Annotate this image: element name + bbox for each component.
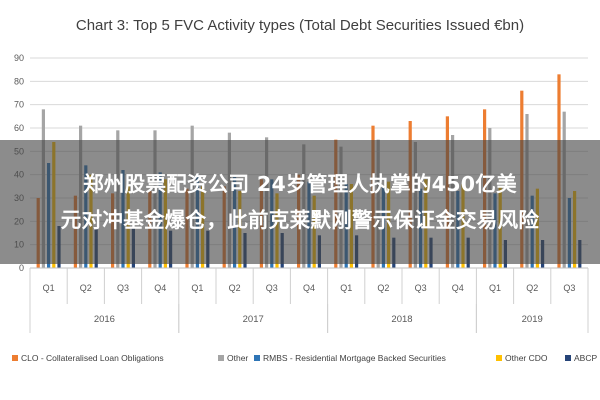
chart-title: Chart 3: Top 5 FVC Activity types (Total… (76, 17, 524, 34)
legend-swatch (218, 355, 224, 361)
headline-line-2: 元对冲基金爆仓，此前克莱默刚警示保证金交易风险 (60, 208, 540, 232)
x-tick-label: Q1 (43, 283, 55, 293)
x-tick-label: Q4 (154, 283, 166, 293)
y-tick-label: 80 (14, 76, 24, 86)
x-tick-label: Q2 (229, 283, 241, 293)
year-label: 2017 (243, 314, 264, 325)
x-axis: Q1 Q2 Q3 Q4 Q1 Q2 Q3 Q4 Q1 Q2 Q3 Q4 Q1 Q2 Q3 2016 2017 20… (29, 267, 589, 333)
x-tick-label: Q4 (452, 283, 464, 293)
legend-swatch (12, 355, 18, 361)
y-tick-label: 70 (14, 100, 24, 110)
year-label: 2019 (522, 314, 543, 325)
x-tick-label: Q2 (80, 283, 92, 293)
x-tick-label: Q3 (266, 283, 278, 293)
legend-label: ABCP (574, 353, 597, 363)
legend: CLO - Collateralised Loan Obligations Oth… (12, 353, 597, 363)
y-tick-label: 60 (14, 123, 24, 133)
legend-label: Other (227, 353, 248, 363)
x-tick-label: Q1 (340, 283, 352, 293)
legend-label: Other CDO (505, 353, 548, 363)
x-tick-label: Q4 (303, 283, 315, 293)
year-label: 2018 (391, 314, 412, 325)
x-tick-label: Q2 (526, 283, 538, 293)
y-tick-label: 0 (19, 263, 24, 273)
x-tick-label: Q2 (377, 283, 389, 293)
year-label: 2016 (94, 314, 115, 325)
y-tick-label: 90 (14, 53, 24, 63)
x-tick-label: Q3 (415, 283, 427, 293)
legend-swatch (565, 355, 571, 361)
x-tick-label: Q3 (563, 283, 575, 293)
legend-swatch (496, 355, 502, 361)
legend-swatch (254, 355, 260, 361)
x-tick-label: Q1 (489, 283, 501, 293)
x-tick-label: Q3 (117, 283, 129, 293)
headline-overlay[interactable]: 郑州股票配资公司 24岁管理人执掌的450亿美 元对冲基金爆仓，此前克莱默刚警示… (0, 140, 600, 264)
headline-line-1: 郑州股票配资公司 24岁管理人执掌的450亿美 (83, 172, 517, 196)
legend-label: RMBS - Residential Mortgage Backed Secur… (263, 353, 446, 363)
x-tick-label: Q1 (191, 283, 203, 293)
legend-label: CLO - Collateralised Loan Obligations (21, 353, 164, 363)
